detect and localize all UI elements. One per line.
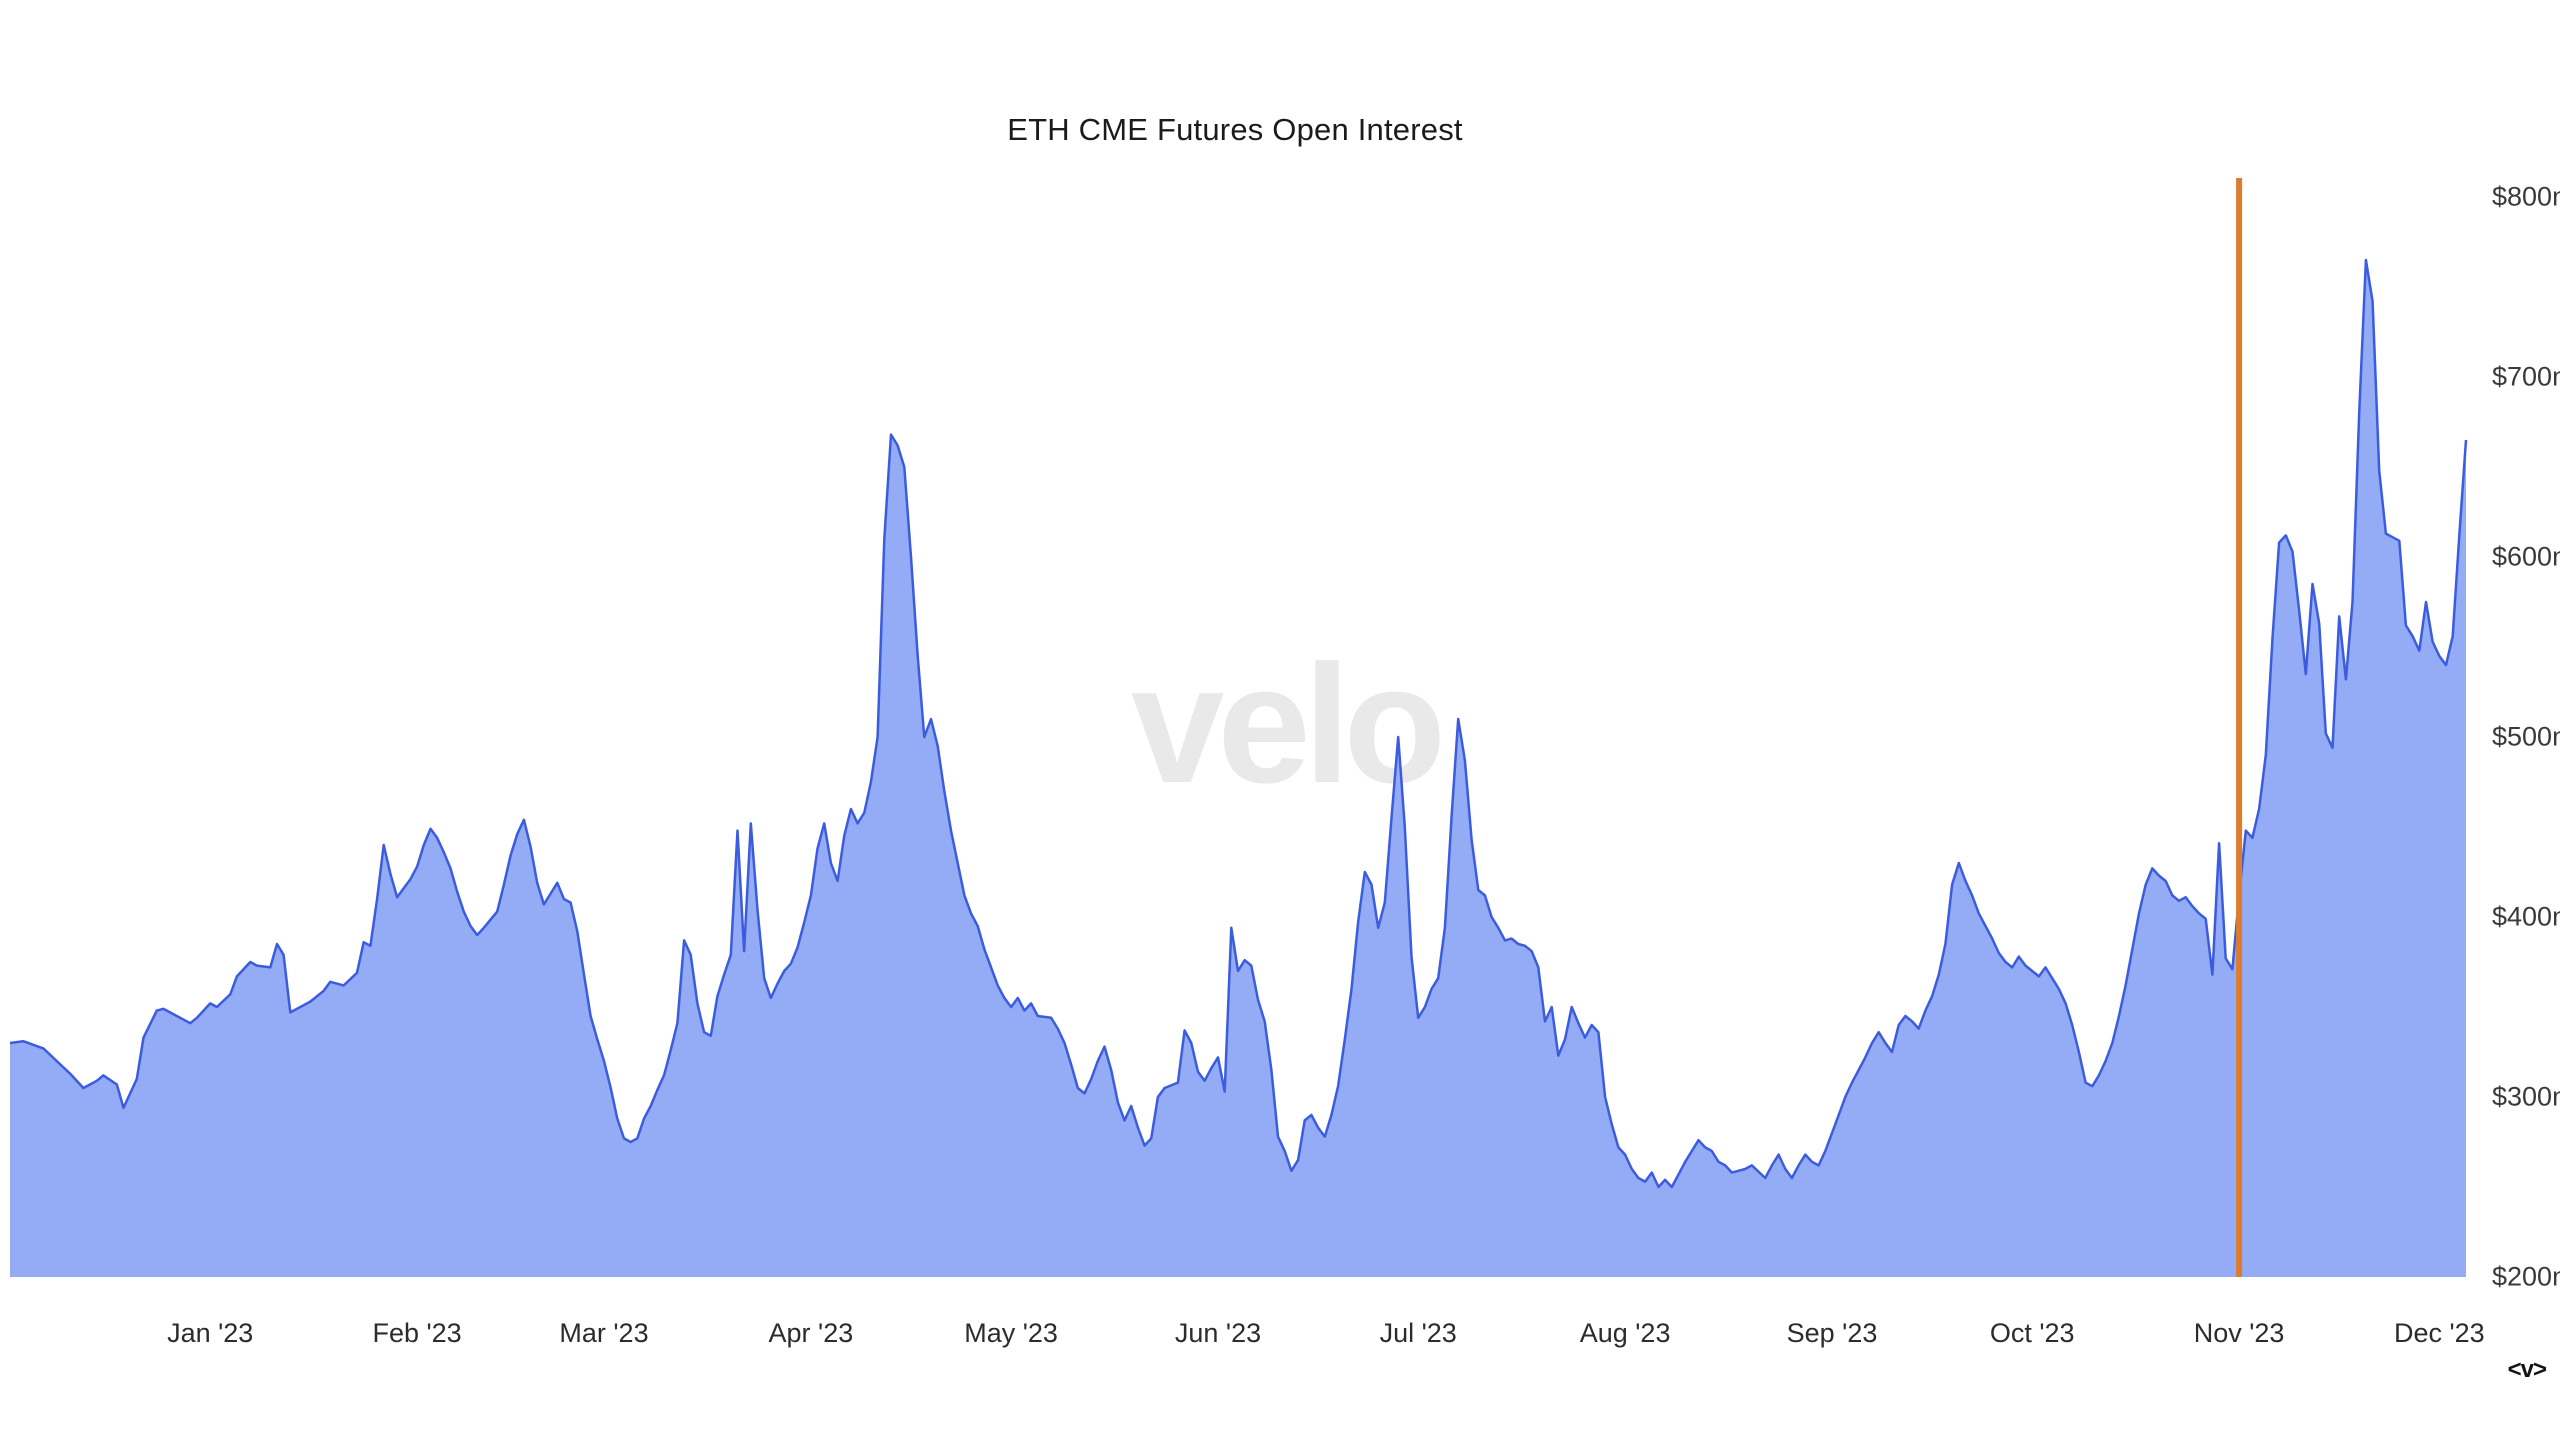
series-line (9, 258, 2468, 1189)
x-tick-label: Aug '23 (1579, 1318, 1671, 1348)
y-tick-label: $800m (2492, 181, 2560, 212)
x-tick-label: Jun '23 (1174, 1318, 1262, 1348)
x-tick-label: Apr '23 (768, 1318, 854, 1348)
y-tick-label: $300m (2492, 1081, 2560, 1112)
y-tick-label: $700m (2492, 361, 2560, 392)
y-tick-label: $400m (2492, 901, 2560, 932)
area-fill (10, 260, 2466, 1277)
x-tick-label: May '23 (964, 1318, 1058, 1348)
x-tick-label: Nov '23 (2193, 1318, 2285, 1348)
x-tick-label: Mar '23 (559, 1318, 649, 1348)
y-tick-label: $600m (2492, 541, 2560, 572)
x-tick-label: Feb '23 (372, 1318, 462, 1348)
y-tick-label: $200m (2492, 1261, 2560, 1292)
x-tick-label: Jul '23 (1379, 1318, 1457, 1348)
y-tick-label: $500m (2492, 721, 2560, 752)
velo-logo-icon: <v> (2507, 1356, 2547, 1383)
x-tick-label: Dec '23 (2393, 1318, 2485, 1348)
x-tick-label: Jan '23 (167, 1318, 254, 1348)
x-tick-label: Sep '23 (1786, 1318, 1878, 1348)
x-tick-label: Oct '23 (1989, 1318, 2075, 1348)
chart-title: ETH CME Futures Open Interest (1007, 112, 1463, 147)
